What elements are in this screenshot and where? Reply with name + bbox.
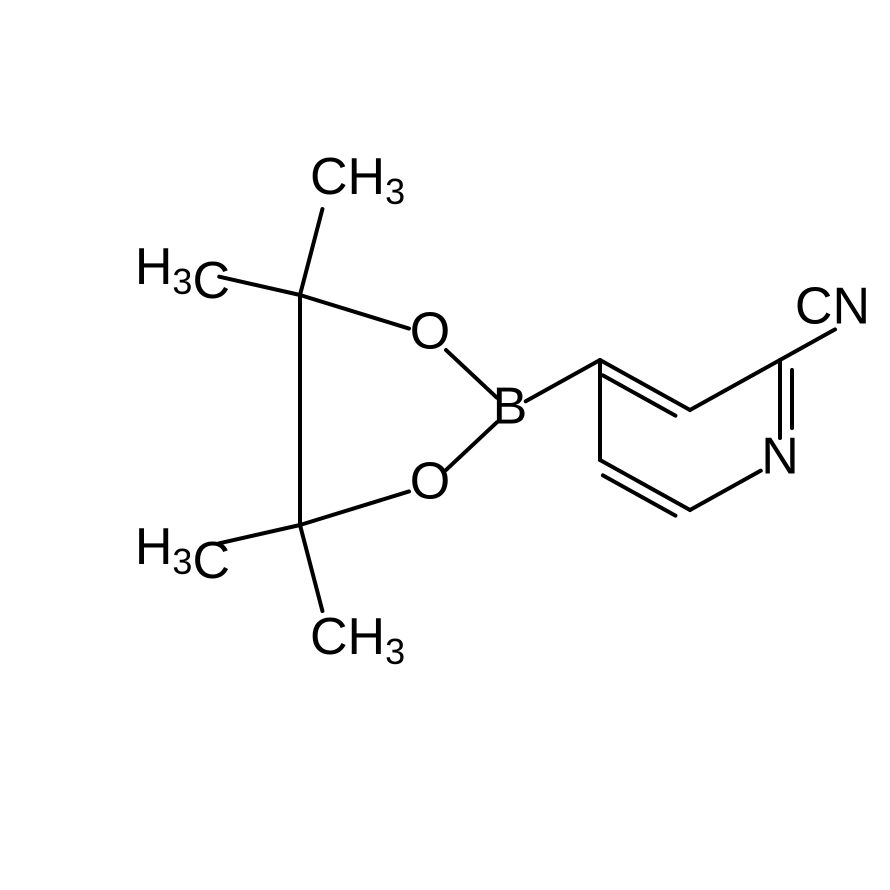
bond-line	[300, 491, 409, 525]
bond-line	[690, 471, 761, 510]
methyl-m_br: CH3	[310, 608, 405, 672]
bond-line	[300, 209, 322, 295]
bond-line	[690, 360, 780, 410]
methyl-m_tr: CH3	[310, 148, 405, 212]
atom-p4_n: N	[761, 428, 799, 486]
bond-line	[600, 460, 690, 510]
bond-line	[446, 422, 497, 470]
atom-cn: CN	[795, 278, 870, 336]
bond-line	[300, 295, 409, 329]
methyl-m_bl: H3C	[135, 518, 230, 590]
bond-line	[446, 350, 497, 398]
atom-b: B	[493, 378, 528, 436]
atom-o_top: O	[410, 303, 450, 361]
bond-line	[219, 525, 300, 543]
bond-line	[300, 525, 322, 611]
bond-line	[526, 360, 600, 401]
methyl-m_tl: H3C	[135, 238, 230, 310]
bond-line	[219, 277, 300, 295]
atom-o_bot: O	[410, 453, 450, 511]
chemical-structure-diagram: O OB CH3 H3C H3C CH3 N CN	[0, 0, 890, 890]
bond-line	[600, 360, 690, 410]
